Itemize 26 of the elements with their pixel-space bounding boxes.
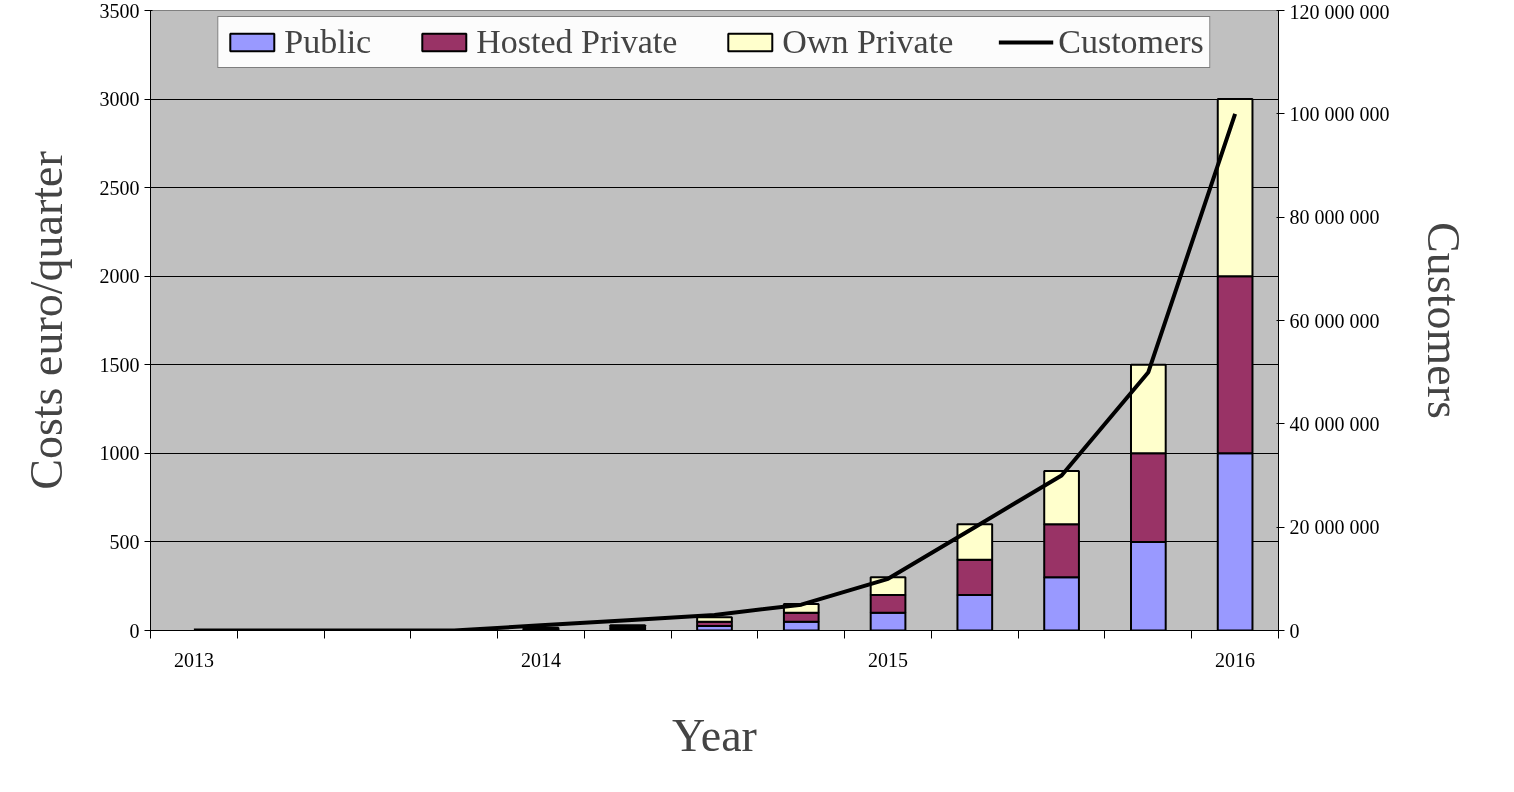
x-tick-label: 2016 (1215, 648, 1256, 671)
y-tick-label: 3000 (99, 88, 140, 111)
y-tick-label: 1000 (99, 442, 140, 465)
y-tick-label: 3500 (99, 0, 140, 22)
y-tick-label: 0 (129, 619, 140, 642)
legend-label: Hosted Private (476, 23, 678, 61)
x-tick-label: 2014 (520, 648, 561, 671)
y2-tick-label: 100 000 000 (1289, 102, 1390, 125)
y2-tick-label: 0 (1289, 619, 1300, 642)
x-tick-label: 2013 (173, 648, 214, 671)
y-tick-label: 2000 (99, 265, 140, 288)
legend-label: Customers (1058, 23, 1204, 61)
y-axis-title: Costs euro/quarter (20, 151, 72, 490)
y-tick-label: 1500 (99, 353, 140, 376)
x-tick-label: 2015 (868, 648, 909, 671)
y-tick-label: 2500 (99, 176, 140, 199)
y2-tick-label: 20 000 000 (1289, 516, 1380, 539)
y2-tick-label: 80 000 000 (1289, 206, 1380, 229)
y2-axis-title: Customers (1417, 222, 1469, 419)
y2-tick-label: 60 000 000 (1289, 309, 1380, 332)
legend-label: Public (284, 23, 372, 61)
y2-tick-label: 120 000 000 (1289, 0, 1390, 23)
y-tick-label: 500 (109, 530, 140, 553)
x-axis-title: Year (672, 709, 757, 761)
y2-tick-label: 40 000 000 (1289, 412, 1380, 435)
legend-label: Own Private (782, 23, 954, 61)
